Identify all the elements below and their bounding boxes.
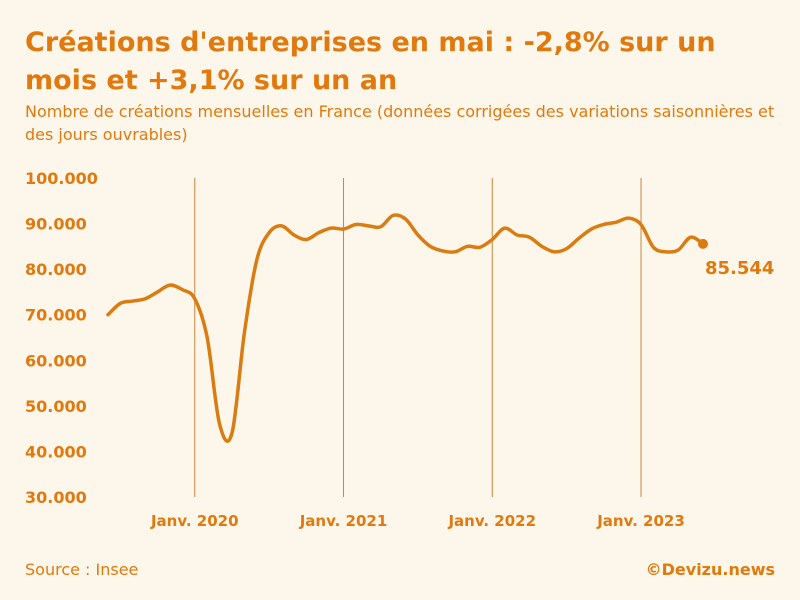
y-tick-label: 30.000 [25, 488, 87, 507]
series-line [106, 213, 705, 443]
credit-note: ©Devizu.news [645, 560, 775, 579]
chart-title: Créations d'entreprises en mai : -2,8% s… [25, 27, 716, 96]
chart-subtitle: Nombre de créations mensuelles en France… [25, 102, 775, 144]
source-note: Source : Insee [25, 560, 139, 579]
y-tick-label: 90.000 [25, 215, 87, 234]
end-point-marker [698, 238, 708, 249]
y-tick-label: 60.000 [25, 351, 87, 370]
y-tick-label: 100.000 [25, 169, 98, 188]
end-value-label: 85.544 [705, 258, 774, 279]
x-tick-label: Janv. 2021 [299, 512, 388, 530]
x-tick-label: Janv. 2022 [447, 512, 536, 530]
y-tick-label: 40.000 [25, 442, 87, 461]
y-tick-label: 50.000 [25, 397, 87, 416]
y-tick-label: 70.000 [25, 306, 87, 325]
x-tick-label: Janv. 2023 [596, 512, 685, 530]
x-tick-label: Janv. 2020 [150, 512, 239, 530]
y-tick-label: 80.000 [25, 260, 87, 279]
